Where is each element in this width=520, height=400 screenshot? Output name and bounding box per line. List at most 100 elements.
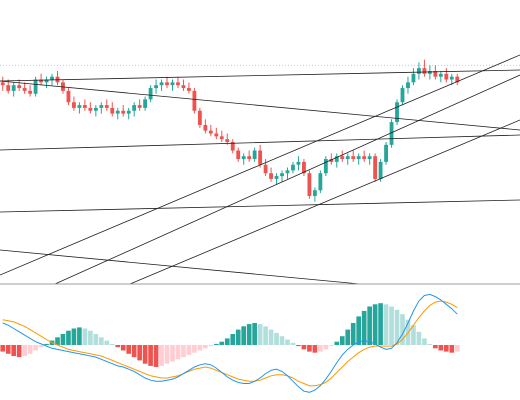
candle bbox=[203, 119, 208, 134]
candle-body bbox=[154, 85, 158, 89]
macd-histogram-bar bbox=[224, 338, 230, 345]
candle bbox=[121, 105, 126, 117]
candle-body bbox=[137, 105, 142, 108]
candle bbox=[444, 68, 449, 83]
macd-histogram-bar bbox=[120, 345, 126, 351]
macd-histogram-bar bbox=[443, 345, 449, 352]
candle-body bbox=[389, 122, 394, 145]
macd-histogram-bar bbox=[93, 334, 99, 345]
candle-body bbox=[208, 130, 213, 134]
macd-histogram-bar bbox=[66, 330, 71, 345]
candle bbox=[181, 79, 186, 91]
candle-body bbox=[362, 156, 367, 160]
macd-histogram-bar bbox=[11, 345, 17, 356]
candle-body bbox=[44, 79, 49, 83]
candle bbox=[170, 79, 175, 91]
candle-body bbox=[203, 124, 208, 131]
candle bbox=[291, 161, 295, 174]
candle bbox=[367, 153, 372, 165]
candle-body bbox=[77, 105, 82, 108]
candle-body bbox=[455, 76, 460, 83]
trendline[interactable] bbox=[0, 134, 520, 151]
macd-histogram-bar bbox=[307, 345, 312, 352]
macd-histogram-bar bbox=[71, 328, 77, 345]
macd-histogram-bar bbox=[312, 345, 318, 353]
candle bbox=[99, 102, 104, 114]
candle bbox=[258, 144, 263, 168]
candle bbox=[351, 150, 356, 162]
macd-histogram-bar bbox=[148, 345, 153, 366]
candle bbox=[302, 159, 306, 177]
macd-histogram-bar bbox=[285, 339, 290, 345]
macd-line bbox=[2, 293, 458, 393]
trendline[interactable] bbox=[129, 119, 520, 285]
candle bbox=[192, 88, 197, 114]
candle-body bbox=[318, 173, 323, 191]
macd-histogram-bar bbox=[449, 345, 455, 353]
candle-body bbox=[99, 105, 104, 108]
trendline[interactable] bbox=[0, 54, 520, 276]
candle-body bbox=[274, 176, 279, 179]
macd-histogram-bar bbox=[219, 341, 225, 345]
trendline[interactable] bbox=[54, 74, 520, 285]
candle bbox=[154, 79, 158, 94]
candle-body bbox=[340, 156, 345, 160]
candle bbox=[400, 85, 405, 106]
candle bbox=[356, 153, 361, 165]
macd-histogram-bar bbox=[367, 306, 372, 345]
trendline[interactable] bbox=[0, 199, 520, 213]
macd-histogram-bar bbox=[274, 332, 279, 345]
candle-body bbox=[302, 161, 306, 174]
candle bbox=[110, 102, 115, 117]
macd-histogram-bar bbox=[153, 345, 159, 367]
candle bbox=[33, 76, 38, 97]
macd-histogram-bar bbox=[389, 306, 394, 345]
candle-body bbox=[104, 105, 109, 108]
trendline[interactable] bbox=[0, 69, 520, 82]
candle-body bbox=[417, 68, 421, 74]
macd-histogram-bar bbox=[241, 326, 247, 345]
candle bbox=[159, 79, 164, 91]
candle-body bbox=[181, 85, 186, 89]
trendline[interactable] bbox=[0, 249, 361, 285]
macd-histogram-bar bbox=[126, 345, 132, 354]
macd-histogram-bar bbox=[109, 343, 115, 345]
candle-body bbox=[110, 107, 115, 114]
candle bbox=[132, 102, 137, 117]
macd-panel[interactable] bbox=[0, 293, 460, 393]
candle bbox=[28, 85, 33, 97]
candle-body bbox=[214, 133, 219, 137]
macd-histogram-bar bbox=[454, 345, 460, 352]
macd-histogram-bar bbox=[279, 336, 285, 345]
candle-body bbox=[449, 76, 454, 80]
trendline[interactable] bbox=[0, 80, 520, 131]
candle-body bbox=[28, 90, 33, 94]
macd-histogram-bar bbox=[427, 343, 433, 345]
candle bbox=[126, 107, 131, 120]
trendline-layer[interactable] bbox=[0, 54, 520, 285]
macd-histogram-bar bbox=[301, 345, 307, 350]
candle bbox=[0, 76, 5, 91]
candle-body bbox=[197, 110, 202, 125]
macd-histogram-bar bbox=[159, 345, 164, 366]
macd-histogram-bar bbox=[192, 345, 197, 353]
candle bbox=[345, 153, 350, 165]
candle bbox=[389, 119, 394, 148]
candle-body bbox=[351, 156, 356, 160]
candle-body bbox=[11, 85, 16, 91]
candle bbox=[241, 153, 246, 165]
candle bbox=[395, 99, 399, 125]
candle bbox=[44, 76, 49, 89]
candle-body bbox=[165, 82, 169, 86]
candle-body bbox=[66, 90, 71, 103]
candle bbox=[455, 73, 460, 86]
candle bbox=[433, 65, 438, 80]
candle bbox=[438, 71, 443, 83]
macd-histogram-bar bbox=[416, 331, 422, 345]
macd-histogram-bar bbox=[345, 329, 351, 345]
macd-histogram-bar bbox=[38, 345, 44, 348]
macd-histogram-bar bbox=[263, 326, 268, 345]
candle bbox=[307, 170, 312, 199]
